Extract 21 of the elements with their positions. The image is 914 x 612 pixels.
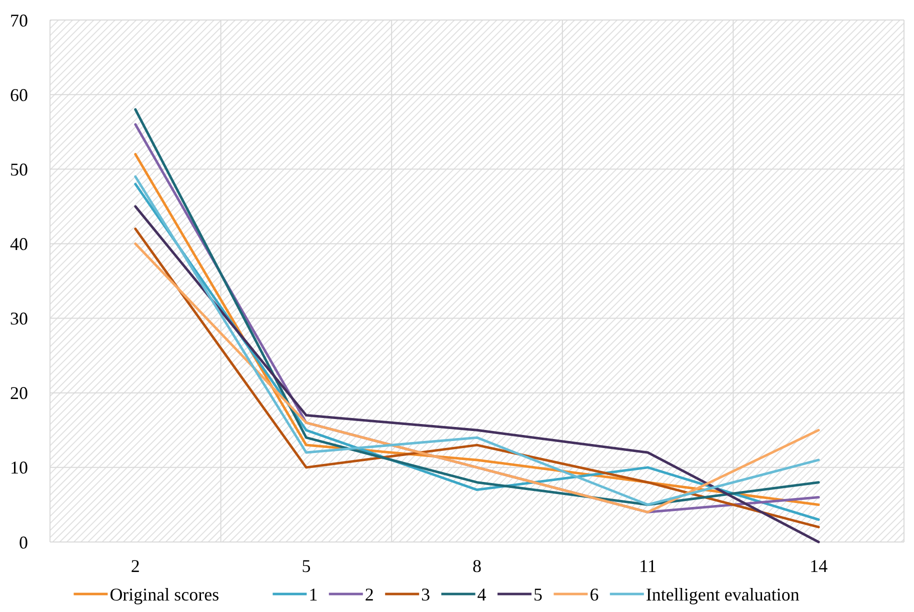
y-tick-label: 10 — [10, 458, 28, 478]
y-tick-label: 60 — [10, 84, 28, 105]
x-tick-label: 14 — [810, 556, 828, 576]
legend-label: 5 — [534, 584, 542, 604]
y-tick-label: 50 — [10, 159, 28, 180]
y-tick-label: 0 — [19, 532, 28, 552]
legend-label: Intelligent evaluation — [646, 584, 800, 604]
legend-label: 4 — [477, 584, 486, 604]
x-tick-label: 2 — [130, 556, 140, 576]
y-tick-label: 30 — [10, 308, 28, 329]
legend-label: 2 — [364, 584, 374, 604]
x-tick-label: 5 — [302, 556, 311, 576]
legend-label: Original scores — [110, 584, 220, 604]
x-tick-label: 11 — [639, 556, 656, 576]
legend-label: 6 — [590, 584, 599, 604]
legend-label: 1 — [308, 584, 318, 604]
y-tick-label: 40 — [10, 234, 28, 254]
legend-label: 3 — [421, 584, 430, 604]
x-tick-label: 8 — [472, 556, 482, 576]
y-tick-label: 20 — [10, 383, 28, 404]
y-tick-label: 70 — [10, 10, 28, 30]
